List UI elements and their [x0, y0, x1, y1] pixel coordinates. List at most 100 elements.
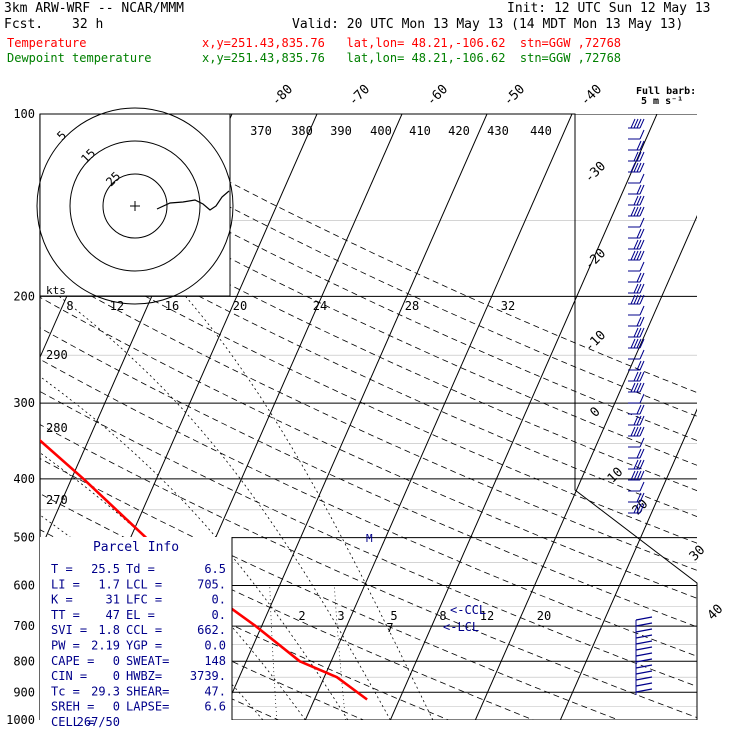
wind-barb-icon — [628, 393, 645, 404]
pressure-label: 600 — [13, 579, 35, 593]
parcel-label: CAPE = — [51, 654, 94, 668]
moist-adiabat-line — [185, 296, 434, 720]
wind-barb-icon — [628, 173, 645, 184]
lcl-marker: <-LCL — [443, 620, 479, 634]
isotherm-line — [389, 114, 658, 720]
legend-temperature: Temperature — [7, 36, 87, 50]
temperature-location: x,y=251.43,835.76 lat,lon= 48.21,-106.62… — [202, 36, 622, 50]
wind-barb-icon — [628, 349, 645, 360]
wind-barb-icon — [628, 283, 645, 294]
dry-adiabat-line — [40, 458, 620, 720]
parcel-label: Td = — [126, 562, 155, 576]
dry-adiabat-label: 280 — [46, 421, 68, 435]
wind-barb-icon — [635, 622, 653, 627]
wind-barb-icon — [628, 360, 645, 371]
parcel-value: 1.7 — [98, 577, 120, 591]
wind-barb-icon — [628, 437, 645, 448]
parcel-info-title: Parcel Info — [93, 540, 179, 555]
ccl-marker: <-CCL — [450, 603, 486, 617]
wind-barb-icon — [628, 382, 645, 393]
melting-level-marker: M — [366, 532, 373, 545]
parcel-value: 0 — [113, 654, 120, 668]
wind-barb-icon — [628, 217, 645, 228]
mixing-ratio-label: 12 — [480, 609, 494, 623]
pressure-label: 800 — [13, 654, 35, 668]
wind-barb-icon — [628, 459, 645, 470]
parcel-value: 29.3 — [91, 684, 120, 698]
valid-time: Valid: 20 UTC Mon 13 May 13 (14 MDT Mon … — [292, 17, 684, 32]
wind-barb-icon — [628, 448, 645, 459]
parcel-value: 0. — [212, 608, 226, 622]
parcel-value: 25.5 — [91, 562, 120, 576]
isotherm-label: 40 — [705, 602, 727, 624]
isotherm-label: 10 — [605, 465, 627, 487]
parcel-value: 6.5 — [204, 562, 226, 576]
wind-barb-icon — [628, 503, 645, 514]
hodograph-ring — [69, 140, 201, 272]
wind-barb-icon — [628, 140, 645, 151]
parcel-value: 47. — [204, 684, 226, 698]
hodograph-speed-label: 24 — [313, 299, 327, 313]
header: 3km ARW-WRF -- NCAR/MMM Init: 12 UTC Sun… — [0, 0, 740, 70]
isotherm-line — [304, 114, 573, 720]
parcel-value: 47 — [106, 608, 120, 622]
parcel-label: Tc = — [51, 684, 80, 698]
pressure-label: 500 — [13, 531, 35, 545]
wind-barb-icon — [635, 616, 653, 621]
parcel-label: LCL = — [126, 577, 162, 591]
hodograph-speed-label: 8 — [66, 299, 73, 313]
isotherm-line — [474, 215, 697, 720]
wind-barb-icon — [628, 184, 645, 195]
isotherm-line — [559, 408, 697, 720]
hodograph-speed-label: 20 — [233, 299, 247, 313]
parcel-label: T = — [51, 562, 73, 576]
wind-barb-icon — [628, 250, 645, 261]
dry-adiabat-line — [40, 209, 697, 517]
mixing-ratio-label: 7 — [386, 621, 393, 635]
legend-dewpoint: Dewpoint temperature — [7, 51, 152, 65]
barb-legend-value: 5 m s⁻¹ — [641, 96, 683, 107]
wind-barb-icon — [628, 228, 645, 239]
wind-barb-icon — [628, 338, 645, 349]
wind-barb-icon — [628, 294, 645, 305]
isotherm-label: 0 — [587, 404, 603, 420]
parcel-value: 1.8 — [98, 623, 120, 637]
theta-label: 390 — [330, 124, 352, 138]
mixing-ratio-label: 20 — [537, 609, 551, 623]
wind-barb-icon — [635, 640, 653, 645]
dry-adiabat-line — [40, 296, 697, 599]
parcel-value: 267/50 — [77, 715, 120, 729]
isotherm-label: -10 — [582, 328, 609, 355]
hodograph-ring — [36, 107, 234, 305]
mixing-ratio-line — [333, 585, 346, 720]
wind-barb-icon — [628, 129, 645, 140]
wind-barb-icon — [628, 492, 645, 503]
wind-barb-icon — [635, 688, 653, 693]
wind-barb-icon — [628, 415, 645, 426]
wind-barb-icon — [628, 371, 645, 382]
barb-legend-title: Full barb: — [636, 86, 696, 97]
wind-barb-icon — [628, 316, 645, 327]
theta-label: 370 — [250, 124, 272, 138]
hodograph-trace — [156, 190, 230, 211]
parcel-label: K = — [51, 593, 73, 607]
pressure-label: 300 — [13, 396, 35, 410]
parcel-value: 0. — [212, 593, 226, 607]
parcel-value: 0 — [113, 700, 120, 714]
theta-label: 380 — [291, 124, 313, 138]
parcel-label: SVI = — [51, 623, 87, 637]
dry-adiabat-line — [59, 114, 697, 417]
wind-barb-icon — [628, 305, 645, 316]
hodograph-units: kts — [46, 284, 66, 297]
parcel-label: LAPSE= — [126, 700, 169, 714]
pressure-label: 400 — [13, 472, 35, 486]
wind-barb-icon — [635, 682, 653, 687]
pressure-label: 1000 — [6, 713, 35, 727]
wind-barb-icon — [628, 195, 645, 206]
wind-barb-icon — [628, 162, 645, 173]
parcel-value: 0 — [113, 669, 120, 683]
isotherm-label: -20 — [582, 246, 609, 273]
dry-adiabat-line — [40, 424, 697, 719]
mixing-ratio-label: 5 — [390, 609, 397, 623]
